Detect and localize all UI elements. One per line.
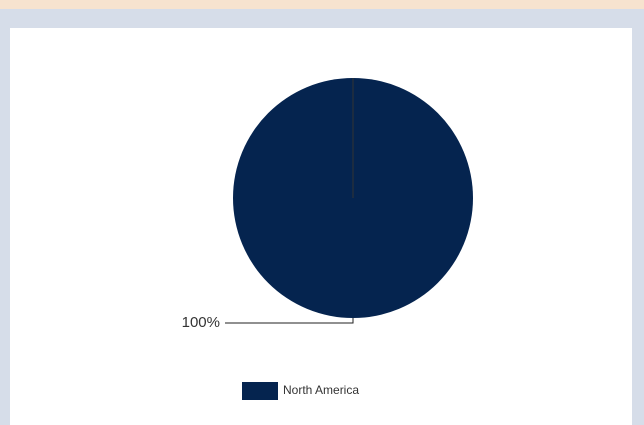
- legend-swatch: [242, 382, 278, 400]
- title-strip: [0, 0, 644, 9]
- data-label: 100%: [182, 314, 220, 331]
- leader-line: [225, 318, 354, 324]
- legend-label: North America: [283, 383, 359, 397]
